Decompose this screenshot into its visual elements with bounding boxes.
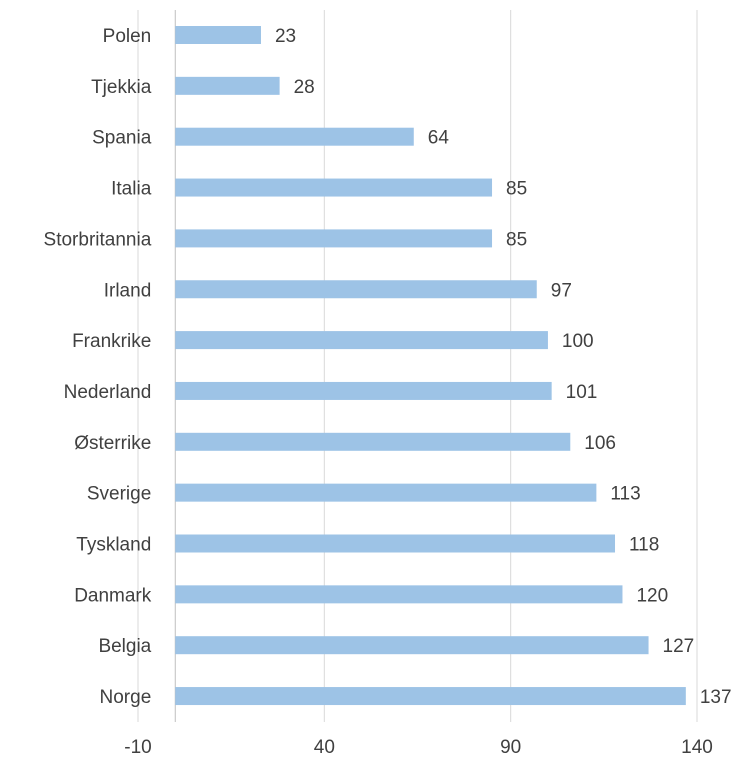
bar-frankrike bbox=[175, 331, 548, 350]
category-label: Tyskland bbox=[76, 535, 151, 556]
value-label: 137 bbox=[700, 687, 732, 708]
category-label: Frankrike bbox=[72, 331, 151, 352]
category-label: Norge bbox=[100, 687, 152, 708]
value-label: 23 bbox=[275, 26, 296, 47]
x-tick-label: -10 bbox=[124, 737, 151, 758]
value-label: 85 bbox=[506, 229, 527, 250]
bar-tjekkia bbox=[175, 76, 280, 95]
bar-italia bbox=[175, 178, 493, 197]
x-tick-label: 140 bbox=[681, 737, 713, 758]
value-label: 127 bbox=[663, 636, 695, 657]
value-label: 113 bbox=[610, 484, 640, 505]
value-label: 106 bbox=[584, 433, 616, 454]
bars bbox=[175, 26, 686, 706]
category-label: Belgia bbox=[98, 636, 151, 657]
value-label: 85 bbox=[506, 179, 527, 200]
category-label: Spania bbox=[92, 128, 152, 149]
bar-storbritannia bbox=[175, 229, 493, 248]
category-label: Nederland bbox=[64, 382, 152, 403]
value-label: 100 bbox=[562, 331, 594, 352]
x-tick-label: 40 bbox=[314, 737, 335, 758]
category-label: Tjekkia bbox=[91, 77, 152, 98]
value-label: 118 bbox=[629, 535, 659, 556]
labels: -10 40 90 140 Polen 23 Tjekkia 28 Spania 64 Italia… bbox=[44, 26, 732, 758]
bar-spania bbox=[175, 127, 414, 146]
bar-irland bbox=[175, 280, 537, 299]
value-label: 120 bbox=[636, 585, 668, 606]
category-label: Sverige bbox=[87, 484, 151, 505]
bar-østerrike bbox=[175, 432, 571, 451]
bar-nederland bbox=[175, 381, 552, 400]
bar-belgia bbox=[175, 636, 649, 655]
category-label: Italia bbox=[111, 179, 152, 200]
bar-norge bbox=[175, 687, 686, 706]
value-label: 101 bbox=[566, 382, 598, 403]
value-label: 97 bbox=[551, 280, 572, 301]
bar-polen bbox=[175, 26, 261, 44]
value-label: 28 bbox=[294, 77, 315, 98]
value-label: 64 bbox=[428, 128, 450, 149]
bar-sverige bbox=[175, 483, 597, 502]
category-label: Østerrike bbox=[74, 433, 151, 454]
bar-danmark bbox=[175, 585, 623, 604]
x-tick-label: 90 bbox=[500, 737, 521, 758]
category-label: Storbritannia bbox=[44, 229, 152, 250]
category-label: Irland bbox=[104, 280, 152, 301]
gridlines bbox=[137, 10, 698, 722]
bar-tyskland bbox=[175, 534, 616, 553]
category-label: Danmark bbox=[74, 585, 152, 606]
category-label: Polen bbox=[103, 26, 152, 47]
